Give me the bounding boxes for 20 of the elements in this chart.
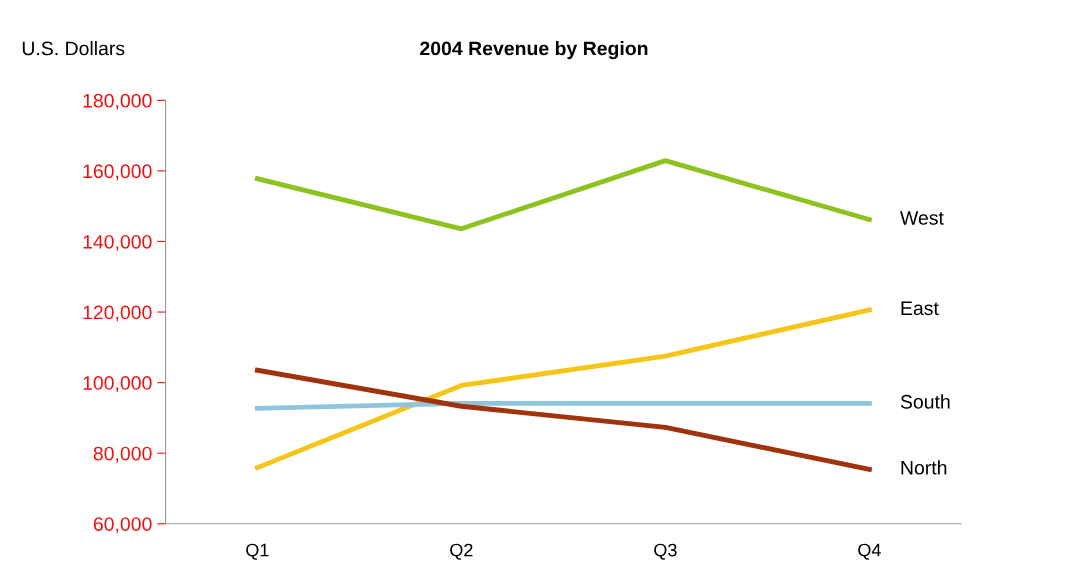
chart-title: 2004 Revenue by Region — [420, 41, 648, 60]
x-tick-label: Q4 — [858, 543, 881, 560]
series-label: West — [900, 211, 944, 225]
line-series — [254, 307, 872, 471]
y-tick-label: 140,000 — [83, 234, 152, 252]
y-tick-label: 80,000 — [93, 446, 152, 463]
y-tick-label: 60,000 — [93, 517, 152, 534]
x-tick-label: Q2 — [450, 543, 473, 560]
x-tick-label: Q1 — [246, 543, 269, 560]
series-label: North — [901, 460, 947, 475]
y-axis-title: U.S. Dollars — [22, 41, 125, 56]
y-tick-label: 100,000 — [83, 376, 152, 393]
series-label: East — [901, 301, 939, 316]
y-tick-label: 180,000 — [83, 93, 152, 110]
series-label: South — [900, 394, 950, 409]
line-series — [254, 367, 872, 472]
y-tick-label: 160,000 — [83, 164, 152, 181]
x-tick-label: Q3 — [654, 543, 677, 560]
line-series — [254, 158, 872, 232]
y-tick-label: 120,000 — [83, 305, 152, 322]
